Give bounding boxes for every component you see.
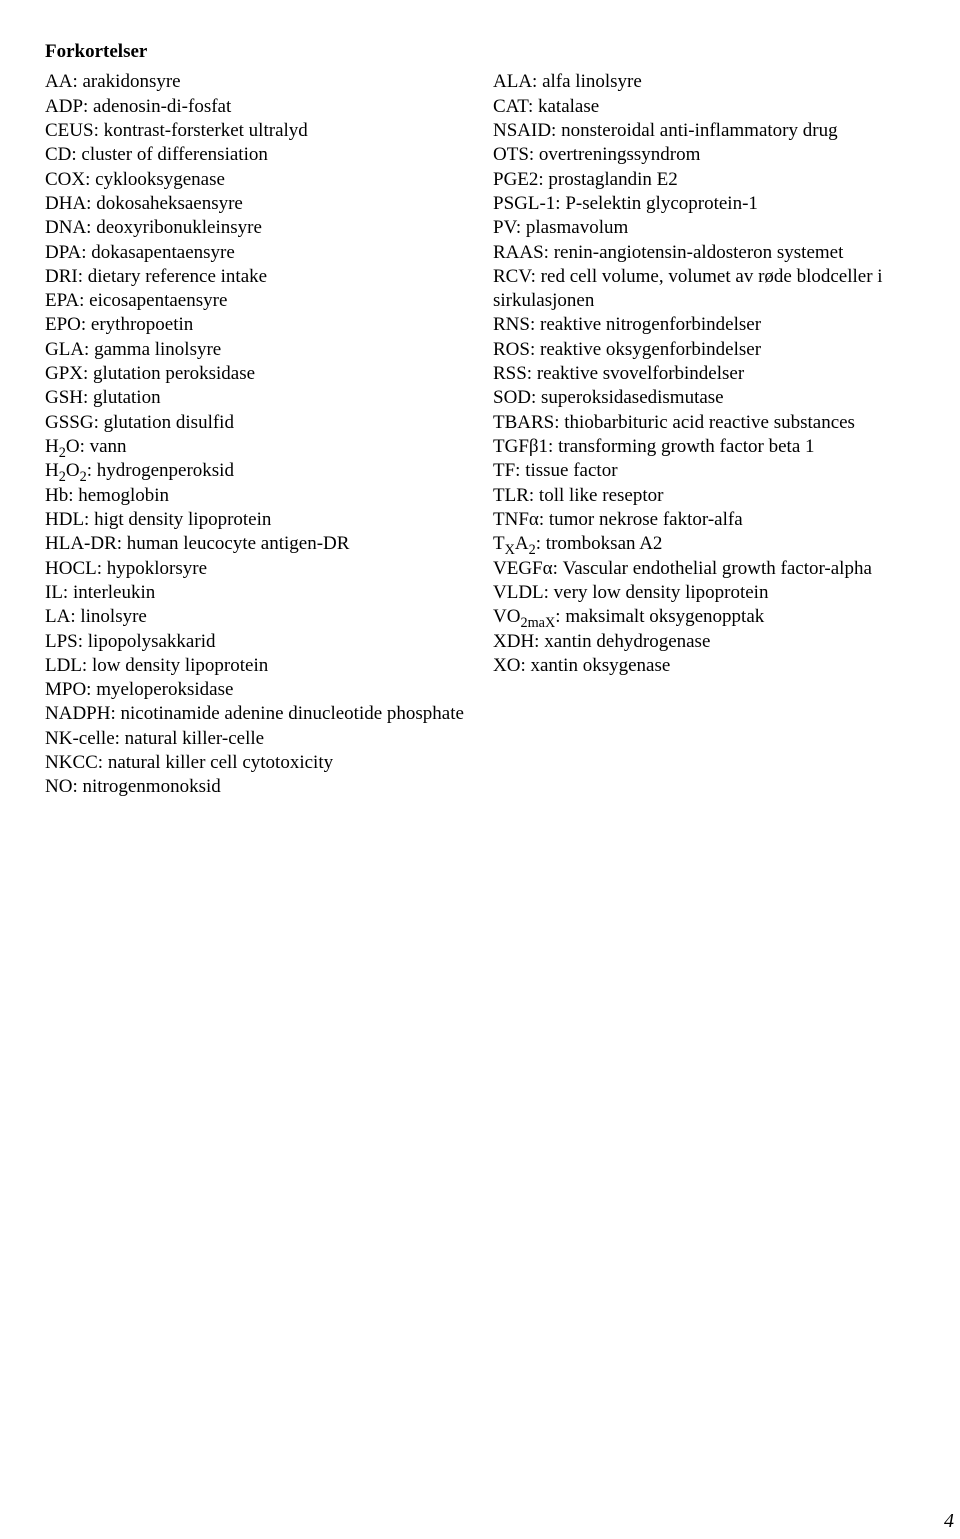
left-entry: NO: nitrogenmonoksid (45, 775, 467, 799)
left-entry: Hb: hemoglobin (45, 484, 467, 508)
abbrev-columns: AA: arakidonsyreADP: adenosin-di-fosfatC… (45, 70, 915, 799)
left-entry: IL: interleukin (45, 581, 467, 605)
right-column: ALA: alfa linolsyreCAT: katalaseNSAID: n… (493, 70, 915, 799)
right-entry: SOD: superoksidasedismutase (493, 386, 915, 410)
left-entry: LA: linolsyre (45, 605, 467, 629)
right-entry: RAAS: renin-angiotensin-aldosteron syste… (493, 241, 915, 265)
left-entry: NKCC: natural killer cell cytotoxicity (45, 751, 467, 775)
page-heading: Forkortelser (45, 40, 915, 64)
left-entry: MPO: myeloperoksidase (45, 678, 467, 702)
right-entry: PV: plasmavolum (493, 216, 915, 240)
right-entry: PSGL-1: P-selektin glycoprotein-1 (493, 192, 915, 216)
right-entry: VLDL: very low density lipoprotein (493, 581, 915, 605)
left-entry: NK-celle: natural killer-celle (45, 727, 467, 751)
left-entry: COX: cyklooksygenase (45, 168, 467, 192)
left-entry: HLA-DR: human leucocyte antigen-DR (45, 532, 467, 556)
left-entry: DHA: dokosaheksaensyre (45, 192, 467, 216)
left-entry: DPA: dokasapentaensyre (45, 241, 467, 265)
left-entry: GSH: glutation (45, 386, 467, 410)
left-entry: LPS: lipopolysakkarid (45, 630, 467, 654)
right-entry: RNS: reaktive nitrogenforbindelser (493, 313, 915, 337)
right-entry: CAT: katalase (493, 95, 915, 119)
right-entry: RSS: reaktive svovelforbindelser (493, 362, 915, 386)
right-entry: TGFβ1: transforming growth factor beta 1 (493, 435, 915, 459)
left-column: AA: arakidonsyreADP: adenosin-di-fosfatC… (45, 70, 467, 799)
left-entry: AA: arakidonsyre (45, 70, 467, 94)
right-entry: ROS: reaktive oksygenforbindelser (493, 338, 915, 362)
left-entry: EPA: eicosapentaensyre (45, 289, 467, 313)
left-entry: LDL: low density lipoprotein (45, 654, 467, 678)
right-entry: NSAID: nonsteroidal anti-inflammatory dr… (493, 119, 915, 143)
left-entry: GLA: gamma linolsyre (45, 338, 467, 362)
right-entry: TLR: toll like reseptor (493, 484, 915, 508)
right-entry: VEGFα: Vascular endothelial growth facto… (493, 557, 915, 581)
left-entry: HOCL: hypoklorsyre (45, 557, 467, 581)
left-entry: GSSG: glutation disulfid (45, 411, 467, 435)
right-entry: ALA: alfa linolsyre (493, 70, 915, 94)
right-entry: OTS: overtreningssyndrom (493, 143, 915, 167)
left-entry: ADP: adenosin-di-fosfat (45, 95, 467, 119)
right-entry: XO: xantin oksygenase (493, 654, 915, 678)
right-entry: TNFα: tumor nekrose faktor-alfa (493, 508, 915, 532)
page-corner-mark: 4 (944, 1509, 954, 1535)
right-entry: TXA2: tromboksan A2 (493, 532, 915, 556)
left-entry: DRI: dietary reference intake (45, 265, 467, 289)
left-entry: NADPH: nicotinamide adenine dinucleotide… (45, 702, 467, 726)
left-entry: CD: cluster of differensiation (45, 143, 467, 167)
right-entry: PGE2: prostaglandin E2 (493, 168, 915, 192)
left-entry: EPO: erythropoetin (45, 313, 467, 337)
right-entry: VO2maX: maksimalt oksygenopptak (493, 605, 915, 629)
left-entry: DNA: deoxyribonukleinsyre (45, 216, 467, 240)
right-entry: RCV: red cell volume, volumet av røde bl… (493, 265, 915, 314)
left-entry: CEUS: kontrast-forsterket ultralyd (45, 119, 467, 143)
left-entry: H2O: vann (45, 435, 467, 459)
right-entry: TF: tissue factor (493, 459, 915, 483)
left-entry: GPX: glutation peroksidase (45, 362, 467, 386)
left-entry: H2O2: hydrogenperoksid (45, 459, 467, 483)
right-entry: TBARS: thiobarbituric acid reactive subs… (493, 411, 915, 435)
right-entry: XDH: xantin dehydrogenase (493, 630, 915, 654)
left-entry: HDL: higt density lipoprotein (45, 508, 467, 532)
